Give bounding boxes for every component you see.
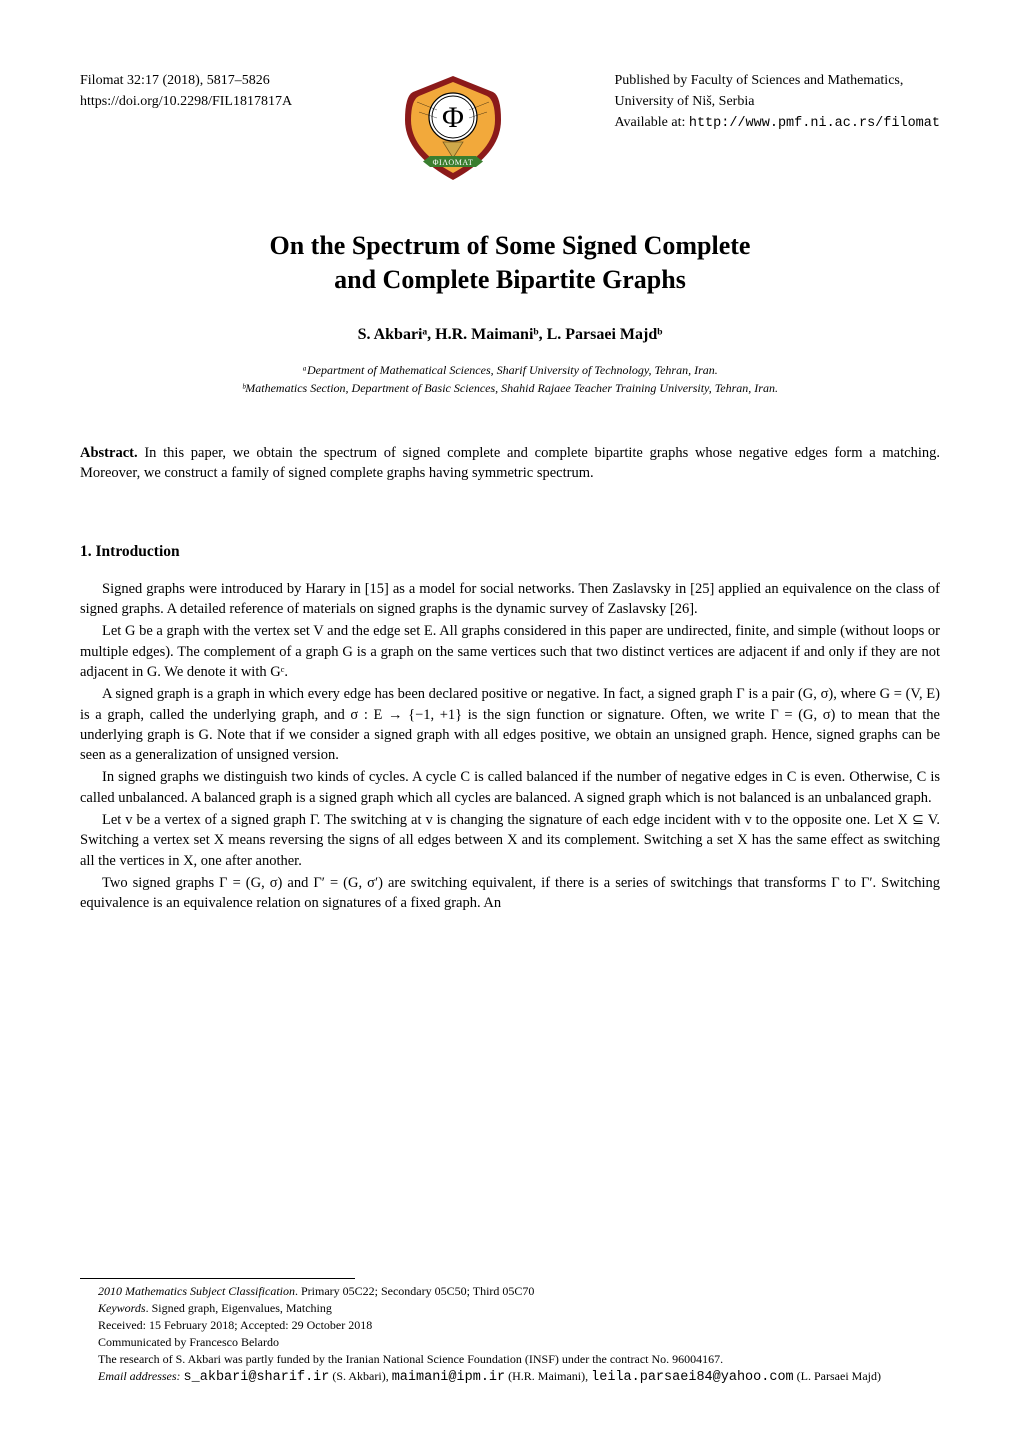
svg-text:Φ: Φ	[442, 101, 464, 134]
availability-prefix: Available at:	[614, 115, 688, 130]
journal-citation: Filomat 32:17 (2018), 5817–5826	[80, 70, 292, 91]
publisher-line1: Published by Faculty of Sciences and Mat…	[614, 70, 940, 91]
email-1-name: (S. Akbari),	[329, 1369, 391, 1383]
header-left: Filomat 32:17 (2018), 5817–5826 https://…	[80, 70, 292, 112]
paragraph-3: A signed graph is a graph in which every…	[80, 684, 940, 765]
email-3-name: (L. Parsaei Majd)	[794, 1369, 881, 1383]
email-3[interactable]: leila.parsaei84@yahoo.com	[591, 1370, 794, 1385]
paper-title: On the Spectrum of Some Signed Complete …	[80, 229, 940, 296]
keywords-label: Keywords	[98, 1301, 146, 1315]
abstract-label: Abstract.	[80, 445, 138, 461]
paragraph-5: Let v be a vertex of a signed graph Γ. T…	[80, 810, 940, 871]
keywords-value: . Signed graph, Eigenvalues, Matching	[146, 1301, 332, 1315]
paragraph-6: Two signed graphs Γ = (G, σ) and Γ′ = (G…	[80, 873, 940, 914]
paragraph-4: In signed graphs we distinguish two kind…	[80, 767, 940, 808]
paragraph-1: Signed graphs were introduced by Harary …	[80, 579, 940, 620]
paragraph-2: Let G be a graph with the vertex set V a…	[80, 621, 940, 682]
affiliation-b: ᵇMathematics Section, Department of Basi…	[80, 380, 940, 397]
availability: Available at: http://www.pmf.ni.ac.rs/fi…	[614, 112, 940, 134]
doi-link[interactable]: https://doi.org/10.2298/FIL1817817A	[80, 91, 292, 112]
fn-keywords: Keywords. Signed graph, Eigenvalues, Mat…	[80, 1300, 940, 1317]
fn-communicated: Communicated by Francesco Belardo	[80, 1334, 940, 1351]
fn-msc: 2010 Mathematics Subject Classification.…	[80, 1283, 940, 1300]
fn-funding: The research of S. Akbari was partly fun…	[80, 1351, 940, 1368]
emails-label: Email addresses:	[98, 1369, 181, 1383]
footnotes: 2010 Mathematics Subject Classification.…	[80, 1278, 940, 1387]
title-line1: On the Spectrum of Some Signed Complete	[80, 229, 940, 262]
page-header: Filomat 32:17 (2018), 5817–5826 https://…	[80, 70, 940, 191]
availability-url[interactable]: http://www.pmf.ni.ac.rs/filomat	[689, 116, 940, 131]
affiliation-a: ᵃDepartment of Mathematical Sciences, Sh…	[80, 362, 940, 379]
filomat-logo-icon: Φ ΦΙΛΟΜΑΤ	[397, 72, 509, 184]
fn-received: Received: 15 February 2018; Accepted: 29…	[80, 1317, 940, 1334]
email-2[interactable]: maimani@ipm.ir	[392, 1370, 505, 1385]
author-list: S. Akbariᵃ, H.R. Maimaniᵇ, L. Parsaei Ma…	[80, 324, 940, 346]
fn-emails: Email addresses: s_akbari@sharif.ir (S. …	[80, 1368, 940, 1387]
title-line2: and Complete Bipartite Graphs	[80, 263, 940, 296]
affiliations: ᵃDepartment of Mathematical Sciences, Sh…	[80, 362, 940, 397]
msc-label: 2010 Mathematics Subject Classification	[98, 1284, 295, 1298]
email-1[interactable]: s_akbari@sharif.ir	[184, 1370, 330, 1385]
header-right: Published by Faculty of Sciences and Mat…	[614, 70, 940, 134]
email-2-name: (H.R. Maimani),	[505, 1369, 591, 1383]
publisher-line2: University of Niš, Serbia	[614, 91, 940, 112]
msc-value: . Primary 05C22; Secondary 05C50; Third …	[295, 1284, 534, 1298]
footnote-rule	[80, 1278, 355, 1279]
svg-text:ΦΙΛΟΜΑΤ: ΦΙΛΟΜΑΤ	[433, 158, 474, 167]
abstract: Abstract. In this paper, we obtain the s…	[80, 443, 940, 483]
abstract-text: In this paper, we obtain the spectrum of…	[80, 445, 940, 481]
section-1-heading: 1. Introduction	[80, 541, 940, 563]
journal-logo: Φ ΦΙΛΟΜΑΤ	[397, 70, 509, 191]
